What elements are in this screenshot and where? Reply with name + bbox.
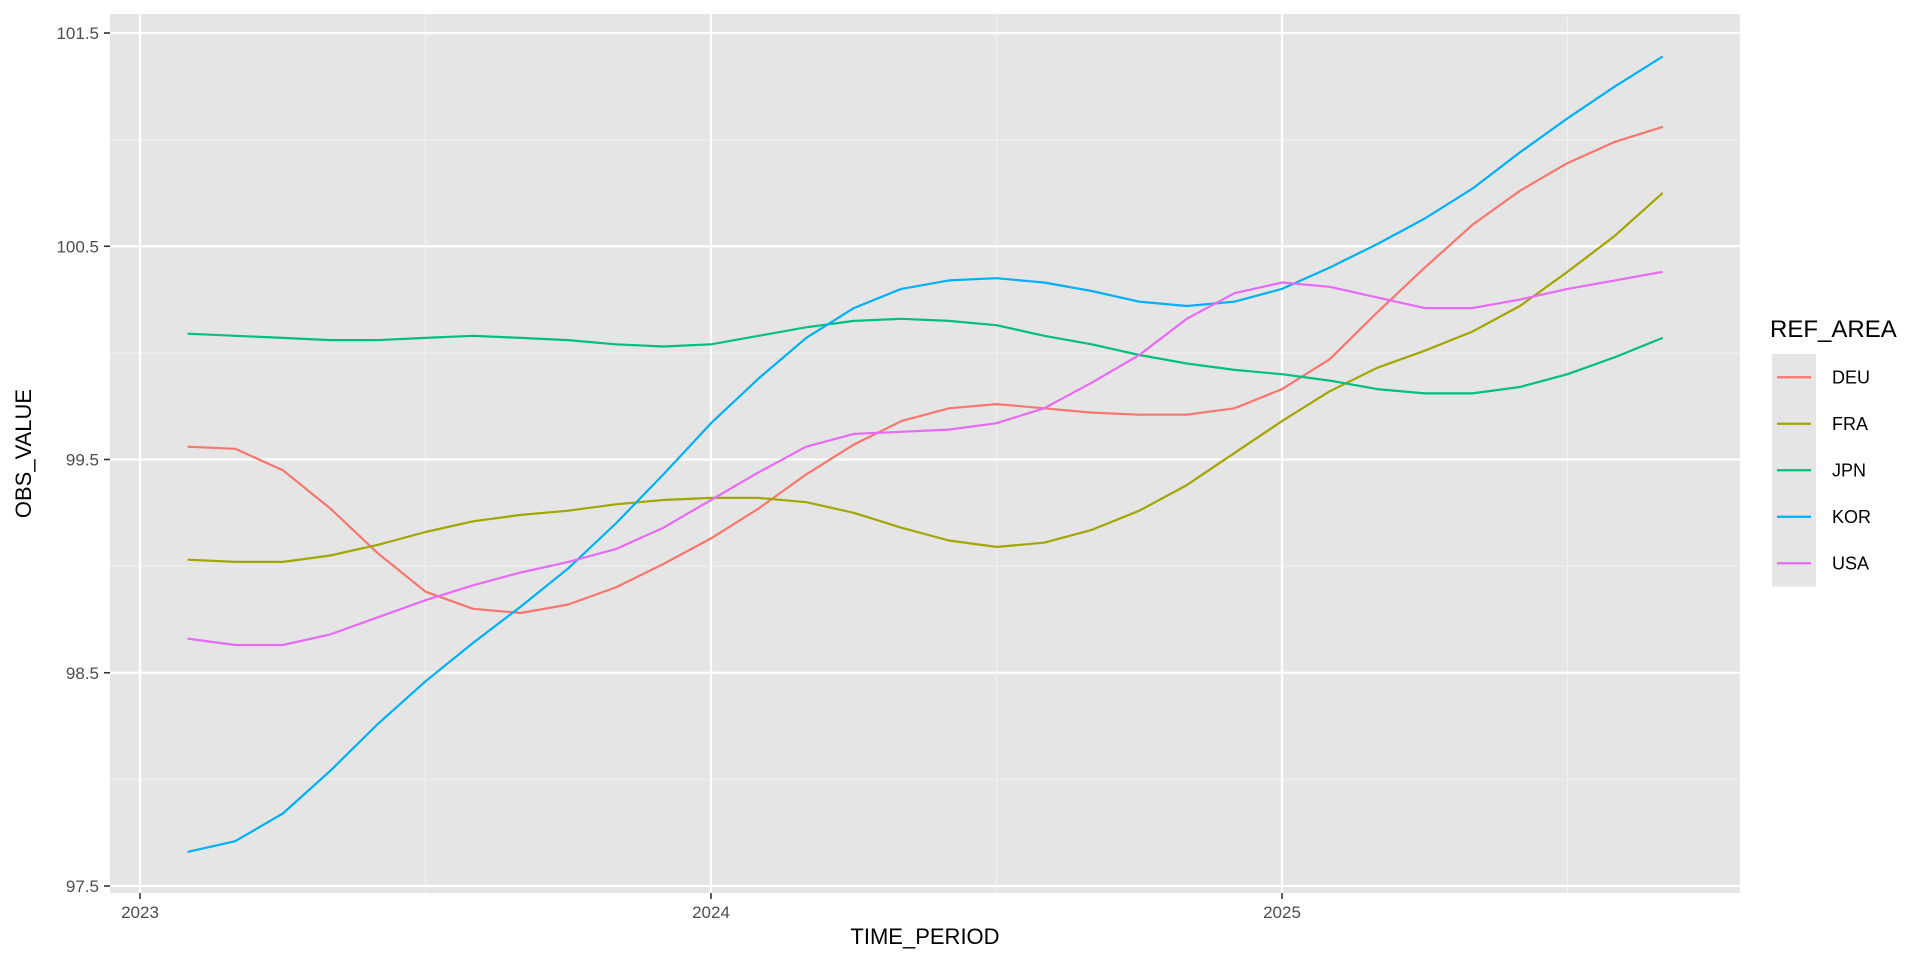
legend-label-kor: KOR — [1832, 507, 1871, 527]
series-line-jpn — [187, 317, 1664, 395]
y-tick-label: 99.5 — [66, 451, 99, 470]
series-line-usa — [187, 270, 1663, 647]
x-tick-label: 2025 — [1263, 903, 1301, 922]
plot-panel — [110, 14, 1740, 893]
x-axis-title: TIME_PERIOD — [850, 924, 999, 949]
legend-label-fra: FRA — [1832, 414, 1868, 434]
y-tick-label: 97.5 — [66, 877, 99, 896]
legend-label-deu: DEU — [1832, 367, 1870, 387]
series-lines — [187, 55, 1664, 853]
y-tick-label: 101.5 — [56, 24, 99, 43]
x-tick-label: 2024 — [692, 903, 730, 922]
major-gridlines — [110, 14, 1740, 893]
series-line-deu — [187, 125, 1664, 615]
legend-label-jpn: JPN — [1832, 460, 1866, 480]
series-line-fra — [187, 192, 1664, 564]
x-tick-label: 2023 — [121, 903, 159, 922]
y-tick-label: 100.5 — [56, 237, 99, 256]
minor-gridlines — [110, 14, 1740, 893]
y-tick-label: 98.5 — [66, 664, 99, 683]
legend-label-usa: USA — [1832, 553, 1869, 573]
legend: REF_AREA DEU FRA JPN KOR USA — [1770, 316, 1897, 587]
series-line-kor — [187, 55, 1664, 853]
legend-title: REF_AREA — [1770, 316, 1897, 343]
y-axis-title: OBS_VALUE — [11, 389, 36, 518]
x-axis: 2023 2024 2025 — [121, 893, 1301, 922]
y-axis: 97.5 98.5 99.5 100.5 101.5 — [56, 24, 110, 896]
